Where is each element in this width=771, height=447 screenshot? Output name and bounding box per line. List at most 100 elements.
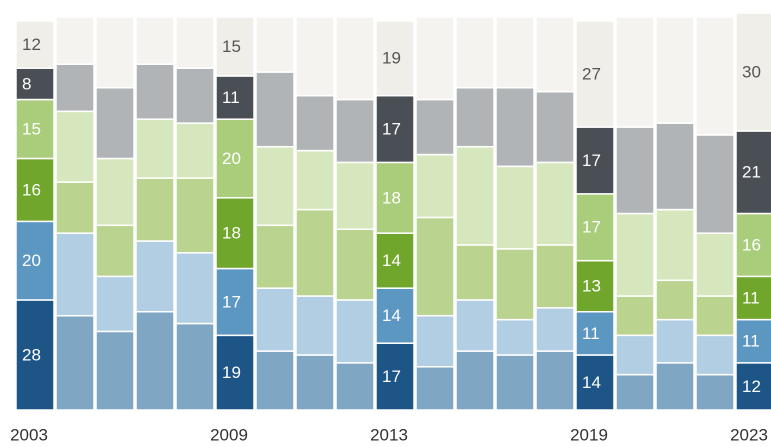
data-label: 27: [582, 64, 601, 83]
data-label: 17: [582, 151, 601, 170]
bar-segment: [255, 16, 295, 73]
bar-segment: [335, 228, 375, 301]
bar-segment: [95, 16, 135, 89]
bar-segment: [375, 342, 415, 411]
data-label: 15: [222, 37, 241, 56]
bar-segment: [375, 94, 415, 164]
bar-segment: [55, 63, 95, 113]
bar-segment: [695, 373, 735, 411]
bar-segment: [55, 16, 95, 65]
data-label: 19: [222, 363, 241, 382]
bar-segment: [95, 330, 135, 411]
bar-segment: [55, 232, 95, 317]
bar-segment: [495, 248, 535, 321]
data-label: 19: [382, 49, 401, 68]
bar-segment: [335, 16, 375, 101]
bar-segment: [95, 224, 135, 278]
bar-segment: [575, 354, 615, 411]
bar-segment: [655, 16, 695, 124]
bar-segment: [175, 16, 215, 69]
bar-segment: [255, 145, 295, 227]
data-label: 14: [582, 373, 601, 392]
data-label: 11: [742, 288, 760, 307]
bar-segment: [695, 232, 735, 297]
bar-segment: [615, 16, 655, 128]
data-label: 15: [22, 119, 41, 138]
bar-segment: [495, 86, 535, 168]
bar-segment: [95, 86, 135, 160]
data-label: 14: [382, 251, 401, 270]
bar-segment: [215, 75, 255, 120]
bar-segment: [15, 299, 55, 411]
bar-segment: [655, 279, 695, 321]
data-label: 17: [382, 367, 401, 386]
bar-segment: [455, 299, 495, 352]
bar-segment: [655, 318, 695, 364]
bar-segment: [575, 311, 615, 356]
data-label: 8: [22, 74, 31, 93]
bar-segment: [175, 177, 215, 254]
bar-segment: [255, 350, 295, 411]
data-label: 16: [22, 180, 41, 199]
data-label: 18: [382, 188, 401, 207]
data-label: 17: [582, 218, 601, 237]
bar-segment: [455, 145, 495, 246]
data-label: 30: [742, 63, 761, 82]
bar-segment: [95, 275, 135, 333]
bar-segment: [695, 334, 735, 376]
bar-segment: [535, 90, 575, 164]
bar-segment: [455, 244, 495, 301]
bar-segment: [215, 16, 255, 77]
x-tick-label: 2009: [210, 425, 248, 444]
bar-segment: [615, 126, 655, 215]
data-label: 18: [222, 224, 241, 243]
bar-segment: [535, 161, 575, 246]
bar-segment: [615, 334, 655, 376]
bar-segment: [295, 208, 335, 297]
data-label: 20: [22, 251, 41, 270]
bar-segment: [55, 181, 95, 234]
data-label: 14: [382, 306, 401, 325]
bar-segment: [215, 118, 255, 199]
data-label: 16: [742, 235, 761, 254]
bar-segment: [535, 16, 575, 93]
data-label: 28: [22, 345, 41, 364]
bar-segment: [15, 20, 55, 69]
data-label: 11: [222, 88, 240, 107]
data-label: 12: [22, 35, 41, 54]
bar-segment: [415, 366, 455, 411]
bar-segment: [535, 244, 575, 309]
bar-segment: [735, 318, 771, 364]
bar-segment: [15, 98, 55, 160]
bar-segment: [455, 16, 495, 89]
bar-segment: [215, 197, 255, 270]
bar-segment: [495, 318, 535, 356]
bar-segment: [535, 350, 575, 411]
bar-segment: [495, 16, 535, 89]
bar-segment: [255, 71, 295, 148]
bar-segment: [615, 212, 655, 297]
bar-segment: [215, 267, 255, 337]
bar-segment: [175, 322, 215, 411]
bar-segment: [335, 161, 375, 230]
bar-segment: [295, 94, 335, 152]
bar-segment: [575, 126, 615, 195]
bar-segment: [695, 16, 735, 136]
x-tick-label: 2019: [570, 425, 608, 444]
bar-segment: [495, 165, 535, 250]
data-label: 11: [742, 332, 760, 351]
bar-segment: [415, 216, 455, 317]
bar-segment: [695, 295, 735, 337]
bar-segment: [375, 232, 415, 289]
bar-segment: [175, 252, 215, 325]
bar-segment: [415, 98, 455, 156]
bar-segment: [615, 295, 655, 337]
bar-segment: [455, 350, 495, 411]
data-label: 12: [742, 377, 761, 396]
bar-segment: [655, 208, 695, 282]
bar-segment: [255, 287, 295, 352]
data-label: 20: [222, 149, 241, 168]
bar-segment: [295, 149, 335, 211]
bar-segment: [135, 240, 175, 313]
